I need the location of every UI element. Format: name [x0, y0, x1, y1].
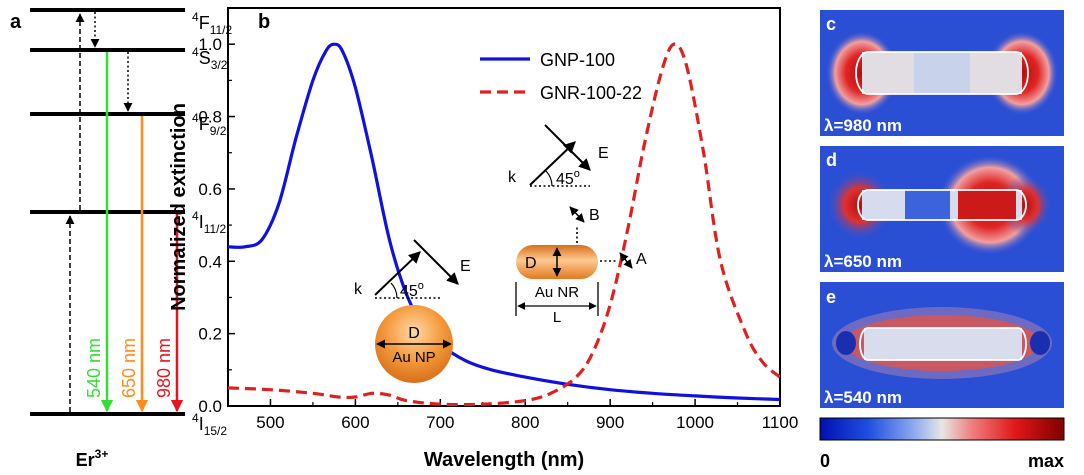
axis-b-label: B — [589, 207, 600, 224]
field-map-d: d λ=650 nm — [820, 146, 1064, 272]
x-tick-label: 800 — [511, 413, 539, 432]
level-label-s3: 4S3/2 — [192, 45, 228, 72]
map-caption-e: λ=540 nm — [824, 388, 902, 407]
axis-b-arrow — [569, 206, 585, 223]
np-e-label: E — [460, 258, 471, 275]
ion-label: Er3+ — [76, 447, 109, 470]
level-label-f9: 4F9/2 — [192, 111, 227, 138]
level-label-i15: 4I15/2 — [192, 411, 227, 438]
y-tick-label: 1.0 — [198, 35, 222, 54]
rod-diameter-label: D — [525, 255, 537, 272]
np-angle-arc — [390, 282, 398, 299]
emission-label-980: 980 nm — [154, 338, 174, 398]
x-axis-label: Wavelength (nm) — [424, 449, 584, 471]
extinction-chart: b 500 600 700 800 900 1000 1100 0.00.20.40.60.… — [168, 7, 798, 471]
level-label-f11: 4F11/2 — [192, 10, 232, 37]
rod-outline-c — [855, 51, 1029, 95]
x-tick-label: 700 — [426, 413, 454, 432]
axis-a-arrow — [619, 252, 633, 269]
plot-frame — [227, 7, 781, 407]
emission-label-650: 650 nm — [119, 338, 139, 398]
panel-b-letter: b — [258, 11, 270, 33]
rod-length-label: L — [553, 309, 561, 326]
legend: GNP-100 GNR-100-22 — [480, 50, 642, 103]
np-k-vector-arrow — [374, 251, 421, 296]
np-diameter-label: D — [408, 325, 420, 342]
e-field-arrow — [544, 124, 591, 171]
series-line-gnp-100 — [228, 42, 780, 402]
y-tick-label: 0.4 — [198, 252, 222, 271]
nanorod-polarization-schematic: k E 45o D Au NR L A B — [508, 124, 647, 326]
angle-label: 45o — [556, 168, 580, 188]
panel-a-letter: a — [10, 11, 22, 33]
nanoparticle-polarization-schematic: k E 45o D Au NP — [354, 239, 471, 383]
emission-label-540: 540 nm — [84, 338, 104, 398]
colorbar-min-label: 0 — [820, 451, 830, 471]
map-caption-c: λ=980 nm — [824, 116, 902, 135]
y-tick-label: 0.2 — [198, 325, 222, 344]
field-map-c: c λ=980 nm — [820, 10, 1064, 136]
rod-outline-d — [857, 189, 1027, 221]
np-k-label: k — [354, 281, 363, 298]
colorbar-max-label: max — [1028, 451, 1064, 471]
x-tick-label: 500 — [256, 413, 284, 432]
e-label: E — [598, 145, 609, 162]
x-tick-label: 600 — [341, 413, 369, 432]
map-caption-d: λ=650 nm — [824, 252, 902, 271]
rod-type-label: Au NR — [535, 284, 579, 301]
map-letter-e: e — [826, 287, 836, 307]
x-tick-label: 1000 — [676, 413, 714, 432]
np-angle-label: 45o — [400, 280, 424, 300]
series-line-gnr-100-22 — [228, 42, 780, 406]
y-tick-label: 0.6 — [198, 180, 222, 199]
map-letter-c: c — [826, 14, 836, 34]
x-tick-label: 900 — [596, 413, 624, 432]
k-vector-arrow — [529, 141, 576, 186]
y-tick-label: 0.8 — [198, 108, 222, 127]
legend-label-gnp-100: GNP-100 — [540, 50, 615, 70]
y-axis: 0.0 0.2 0.4 0.6 0.8 1.0 — [198, 35, 235, 416]
np-e-field-arrow — [413, 239, 459, 285]
legend-label-gnr-100-22: GNR-100-22 — [540, 83, 642, 103]
axis-a-label: A — [636, 251, 647, 268]
map-letter-d: d — [826, 150, 837, 170]
x-axis: 500 600 700 800 900 1000 1100 — [256, 399, 798, 432]
y-tick-label: 0.0 — [198, 397, 222, 416]
np-type-label: Au NP — [392, 349, 435, 366]
x-tick-label: 1100 — [762, 413, 799, 432]
colorbar: 0 max — [819, 417, 1065, 471]
field-map-e: e λ=540 nm — [820, 282, 1064, 408]
colorbar-gradient — [819, 417, 1065, 441]
rod-outline-e — [859, 327, 1027, 361]
energy-level-diagram: a 4F11/2 4S3/2 4F9/2 4I11/2 4I15/2 540 n… — [10, 8, 232, 470]
angle-arc — [545, 170, 553, 187]
k-label: k — [508, 169, 517, 186]
level-label-i11: 4I11/2 — [192, 209, 226, 236]
y-axis-label: Normalized extinction — [168, 103, 190, 311]
